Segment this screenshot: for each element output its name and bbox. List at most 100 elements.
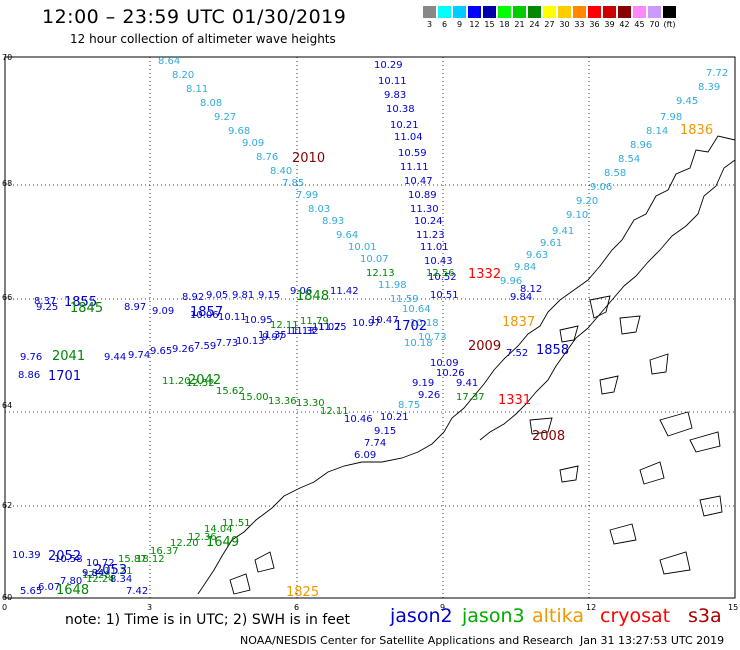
time-label: 2052 <box>48 549 81 564</box>
wave-height-value: 9.68 <box>228 126 250 137</box>
wave-height-value: 7.59 <box>194 341 216 352</box>
time-label: 1837 <box>502 315 535 330</box>
wave-height-value: 9.61 <box>540 238 562 249</box>
scale-swatch <box>527 5 542 19</box>
longitude-label: 6 <box>294 603 299 612</box>
wave-height-value: 9.06 <box>290 286 312 297</box>
wave-height-value: 8.08 <box>200 98 222 109</box>
wave-height-value: 8.76 <box>256 152 278 163</box>
wave-height-value: 10.64 <box>402 304 431 315</box>
scale-label: (ft) <box>663 20 676 29</box>
wave-height-value: 9.15 <box>374 426 396 437</box>
scale-swatch <box>572 5 587 19</box>
scale-swatch <box>617 5 632 19</box>
wave-height-value: 8.03 <box>308 204 330 215</box>
wave-height-value: 13.36 <box>268 396 297 407</box>
latitude-label: 60 <box>2 593 12 602</box>
scale-swatch <box>602 5 617 19</box>
scale-label: 27 <box>544 20 555 29</box>
wave-height-value: 15.87 <box>118 554 147 565</box>
scale-label: 33 <box>574 20 585 29</box>
wave-height-value: 9.84 <box>514 262 536 273</box>
coastline-segment <box>229 573 251 595</box>
wave-height-value: 12.24 <box>86 574 115 585</box>
wave-height-value: 9.20 <box>576 196 598 207</box>
longitude-label: 9 <box>440 603 445 612</box>
time-label: 2010 <box>292 151 325 166</box>
wave-height-value: 9.19 <box>412 378 434 389</box>
wave-height-value: 10.21 <box>390 120 419 131</box>
wave-height-value: 15.00 <box>240 392 269 403</box>
satellite-tracks: 8.648.208.118.089.279.689.098.768.407.85… <box>12 56 728 597</box>
wave-height-value: 10.13 <box>236 336 265 347</box>
wave-height-value: 6.09 <box>354 450 376 461</box>
scale-label: 24 <box>529 20 540 29</box>
wave-height-value: 7.85 <box>282 178 304 189</box>
color-scale-labels: 3 6 9 12 15 18 21 24 27 30 33 36 39 42 45 70 (ft) <box>422 20 677 29</box>
wave-height-value: 11.35 <box>258 330 287 341</box>
legend-jason3: jason3 <box>462 605 525 627</box>
time-label: 1825 <box>286 585 319 600</box>
wave-height-value: 10.58 <box>54 554 83 565</box>
wave-height-value: 9.76 <box>20 352 42 363</box>
wave-height-value: 7.73 <box>216 338 238 349</box>
time-label: 1857 <box>190 305 223 320</box>
wave-height-value: 11.25 <box>318 322 347 333</box>
coastline-segment <box>689 431 721 453</box>
wave-height-value: 9.09 <box>242 138 264 149</box>
wave-height-value: 9.45 <box>676 96 698 107</box>
wave-height-value: 10.01 <box>348 242 377 253</box>
wave-height-value: 10.73 <box>418 332 447 343</box>
wave-height-value: 7.80 <box>60 576 82 587</box>
time-label: 1858 <box>536 343 569 358</box>
scale-swatch <box>482 5 497 19</box>
wave-height-value: 11.98 <box>378 280 407 291</box>
wave-height-value: 9.65 <box>150 346 172 357</box>
time-label: 2009 <box>468 339 501 354</box>
wave-height-value: 9.10 <box>566 210 588 221</box>
wave-height-value: 11.20 <box>162 376 191 387</box>
wave-height-value: 8.97 <box>124 302 146 313</box>
wave-height-value: 9.97 <box>262 332 284 343</box>
wave-height-value: 11.01 <box>420 242 449 253</box>
scale-label: 30 <box>559 20 570 29</box>
wave-height-value: 10.72 <box>86 558 115 569</box>
scale-swatch <box>497 5 512 19</box>
coastline-segment <box>599 375 619 395</box>
scale-label: 45 <box>634 20 645 29</box>
wave-height-value: 9.84 <box>510 292 532 303</box>
wave-height-value: 11.11 <box>400 162 429 173</box>
wave-height-value: 10.21 <box>380 412 409 423</box>
wave-height-value: 11.79 <box>300 316 329 327</box>
wave-height-value: 12.36 <box>188 532 217 543</box>
wave-height-value: 8.14 <box>646 126 668 137</box>
wave-height-value: 7.74 <box>364 438 386 449</box>
axis-labels: 70 68 66 64 62 600 3 6 9 12 15 <box>2 53 738 612</box>
scale-swatch <box>557 5 572 19</box>
wave-height-value: 12.11 <box>320 406 349 417</box>
wave-height-value: 8.34 <box>110 574 132 585</box>
wave-height-value: 10.18 <box>410 318 439 329</box>
wave-height-value: 8.86 <box>18 370 40 381</box>
coastline-segment <box>254 551 275 573</box>
credit-text: NOAA/NESDIS Center for Satellite Applica… <box>240 634 574 647</box>
time-label: 2042 <box>188 373 221 388</box>
wave-height-value: 10.51 <box>430 290 459 301</box>
legend-jason2: jason2 <box>390 605 453 627</box>
wave-height-value: 9.05 <box>206 290 228 301</box>
time-label: 1845 <box>70 301 103 316</box>
coastline <box>197 135 736 595</box>
wave-height-value: 9.27 <box>214 112 236 123</box>
wave-height-value: 11.04 <box>394 132 423 143</box>
latitude-label: 66 <box>2 293 12 302</box>
wave-height-value: 12.52 <box>186 378 215 389</box>
wave-height-value: 7.52 <box>506 348 528 359</box>
wave-height-value: 8.40 <box>270 166 292 177</box>
wave-height-value: 10.95 <box>244 315 273 326</box>
time-label: 1332 <box>468 267 501 282</box>
wave-height-value: 12.28 <box>82 570 111 581</box>
wave-height-value: 9.63 <box>526 250 548 261</box>
wave-height-value: 10.43 <box>424 256 453 267</box>
scale-label: 18 <box>499 20 510 29</box>
